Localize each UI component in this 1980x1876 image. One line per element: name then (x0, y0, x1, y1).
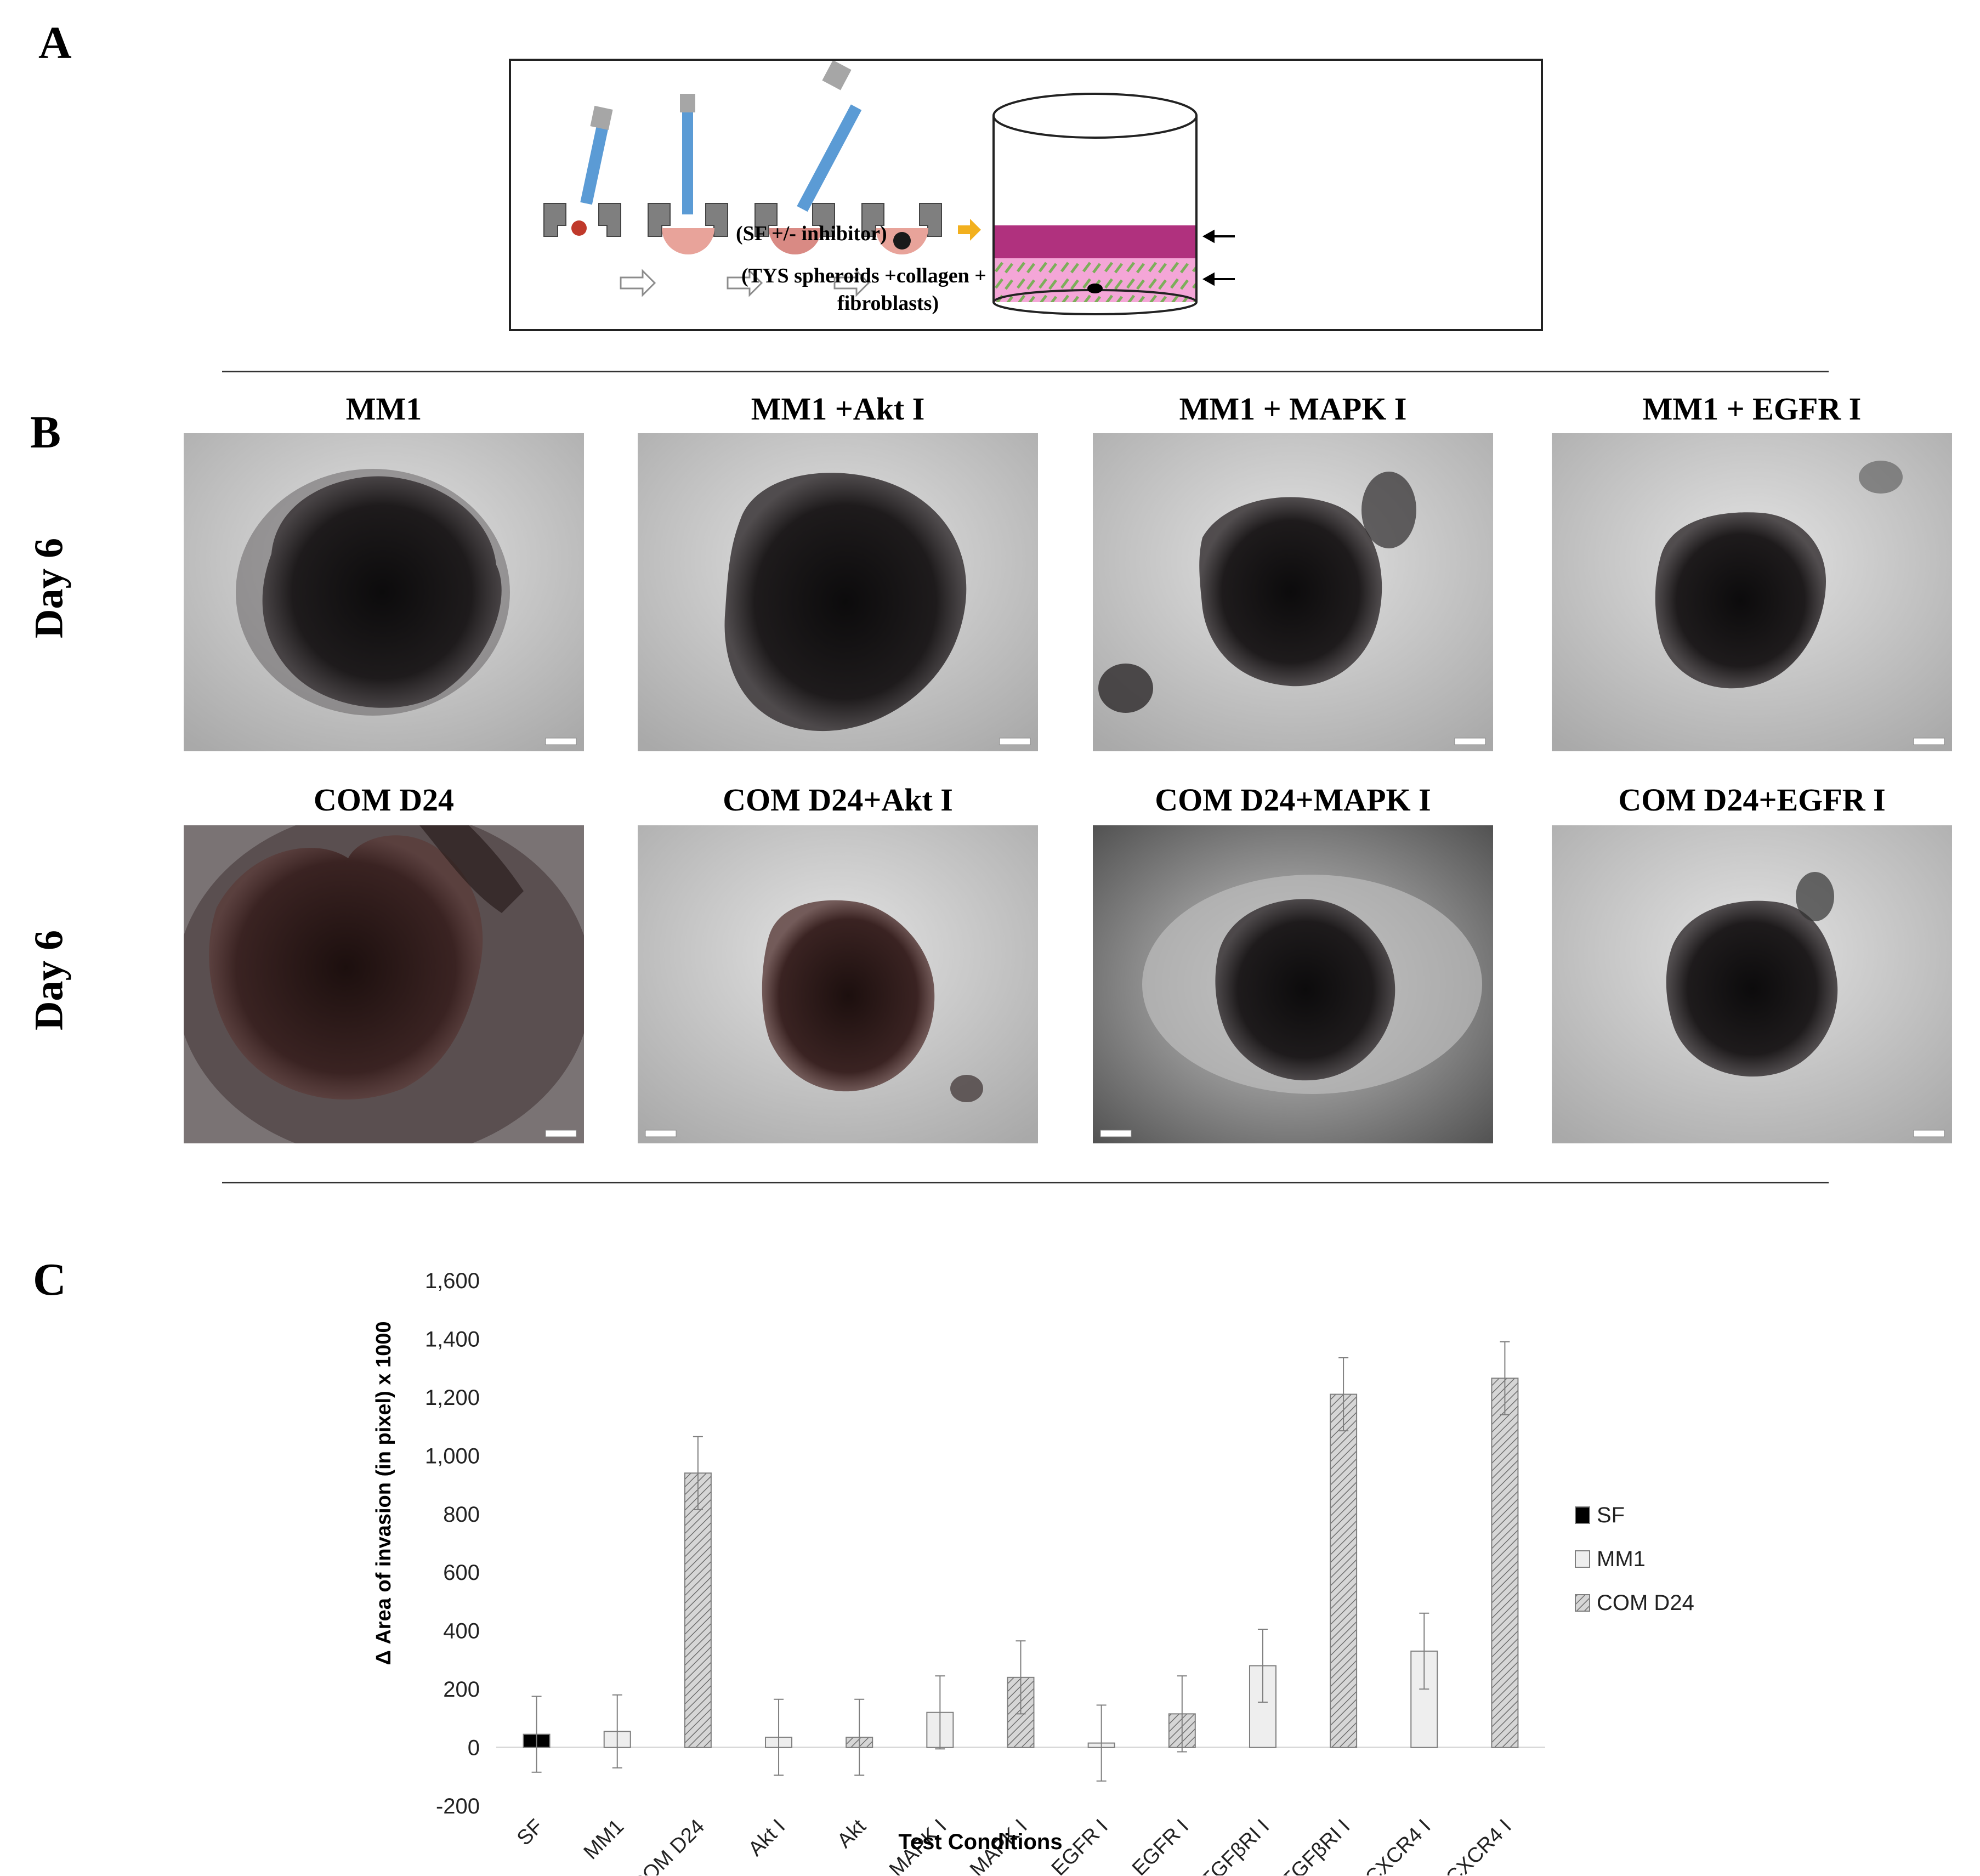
chart-bars (523, 1378, 1519, 1748)
micrograph-com-egfr (1552, 825, 1952, 1143)
chart-error-bars (531, 1341, 1510, 1782)
bar (1330, 1393, 1358, 1748)
y-axis-label: Δ Area of invasion (in pixel) x 1000 (372, 1321, 395, 1665)
x-tick-label: SF (513, 1815, 548, 1850)
error-bar (1177, 1675, 1187, 1753)
well-step-1 (543, 105, 621, 237)
error-bar (612, 1694, 622, 1769)
x-tick-label: TGFβRI I (1197, 1815, 1274, 1875)
legend-swatch (1575, 1550, 1590, 1568)
x-tick-label: CXCR4 I (1361, 1815, 1436, 1875)
error-bar (693, 1436, 703, 1510)
x-tick-label: Akt (833, 1815, 871, 1852)
y-tick-label: 800 (443, 1503, 480, 1527)
micrograph-title-com-mapk: COM D24+MAPK I (1155, 782, 1431, 818)
panel-label-c: C (33, 1254, 66, 1305)
pointer-arrows (1202, 229, 1235, 286)
micrograph-com-akt (638, 825, 1038, 1143)
micrograph-mm1-mapk (1093, 433, 1493, 751)
panel-label-b: B (30, 407, 61, 458)
bar (1491, 1378, 1519, 1748)
panel-label-a: A (38, 18, 72, 69)
transfer-arrow (958, 219, 981, 241)
micrograph-mm1-akt (638, 433, 1038, 751)
error-bar (1096, 1704, 1107, 1782)
x-tick-label: Akt I (744, 1815, 790, 1861)
legend-label: MM1 (1597, 1547, 1646, 1571)
y-tick-label: 400 (443, 1619, 480, 1643)
y-tick-label: 1,600 (425, 1269, 480, 1293)
x-axis-label: Test Conditions (898, 1830, 1062, 1854)
y-tick-label: 0 (468, 1736, 480, 1760)
error-bar (854, 1698, 865, 1776)
y-tick-label: 600 (443, 1561, 480, 1585)
x-tick-label: EGFR I (1128, 1815, 1193, 1875)
micrograph-mm1 (184, 433, 584, 751)
well-step-2 (648, 94, 728, 254)
row-label-day6-bottom: Day 6 (26, 930, 72, 1030)
error-bar (1338, 1357, 1349, 1432)
y-tick-label: 1,400 (425, 1327, 480, 1351)
medium-label: (SF +/- inhibitor) (736, 222, 887, 245)
error-bar (531, 1696, 542, 1773)
micrograph-title-com-egfr: COM D24+EGFR I (1618, 782, 1886, 818)
micrograph-title-mm1-egfr: MM1 + EGFR I (1642, 391, 1862, 427)
micrograph-title-mm1-mapk: MM1 + MAPK I (1179, 391, 1407, 427)
error-bar (774, 1698, 784, 1776)
y-tick-label: -200 (436, 1794, 480, 1818)
chart-legend: SF MM1 COM D24 (1575, 1503, 1694, 1615)
well-step-4 (861, 203, 942, 254)
x-tick-label: MM1 (580, 1815, 628, 1864)
row-label-day6-top: Day 6 (26, 538, 72, 638)
y-tick-label: 1,000 (425, 1444, 480, 1468)
micrograph-title-mm1: MM1 (345, 391, 422, 427)
x-tick-label: CXCR4 I (1442, 1815, 1516, 1875)
micrograph-com-mapk (1093, 825, 1493, 1143)
x-tick-label: TGFβRI I (1278, 1815, 1355, 1875)
matrix-label-line1: (TYS spheroids +collagen + (741, 264, 986, 287)
legend-label: SF (1597, 1503, 1625, 1527)
schematic-illustration (543, 61, 1235, 315)
invasion-bar-chart: -200 0 200 400 600 800 1,000 1,200 1,400 1,600 SF M… (372, 1269, 1694, 1875)
error-bar (1015, 1640, 1026, 1715)
error-bar (935, 1675, 945, 1750)
legend-swatch (1575, 1594, 1590, 1612)
y-tick-label: 1,200 (425, 1386, 480, 1410)
micrograph-mm1-egfr (1552, 433, 1952, 751)
x-tick-label: COM D24 (627, 1815, 709, 1875)
process-arrows (620, 269, 870, 297)
micrograph-title-com: COM D24 (313, 782, 455, 818)
well-step-3 (754, 61, 862, 254)
error-bar (1419, 1612, 1429, 1690)
legend-label: COM D24 (1597, 1591, 1694, 1615)
micrograph-com (184, 825, 584, 1143)
micrograph-title-com-akt: COM D24+Akt I (723, 782, 953, 818)
matrix-label-line2: fibroblasts) (837, 292, 939, 315)
legend-swatch (1575, 1506, 1590, 1524)
micrograph-title-mm1-akt: MM1 +Akt I (751, 391, 925, 427)
divider-top (222, 371, 1829, 372)
invasion-cylinder (992, 93, 1198, 315)
bar (684, 1472, 712, 1748)
schematic-panel: (SF +/- inhibitor) (TYS spheroids +colla… (509, 59, 1543, 331)
error-bar (1257, 1629, 1268, 1703)
error-bar (1500, 1341, 1510, 1415)
divider-bottom (222, 1182, 1829, 1183)
y-tick-label: 200 (443, 1677, 480, 1702)
